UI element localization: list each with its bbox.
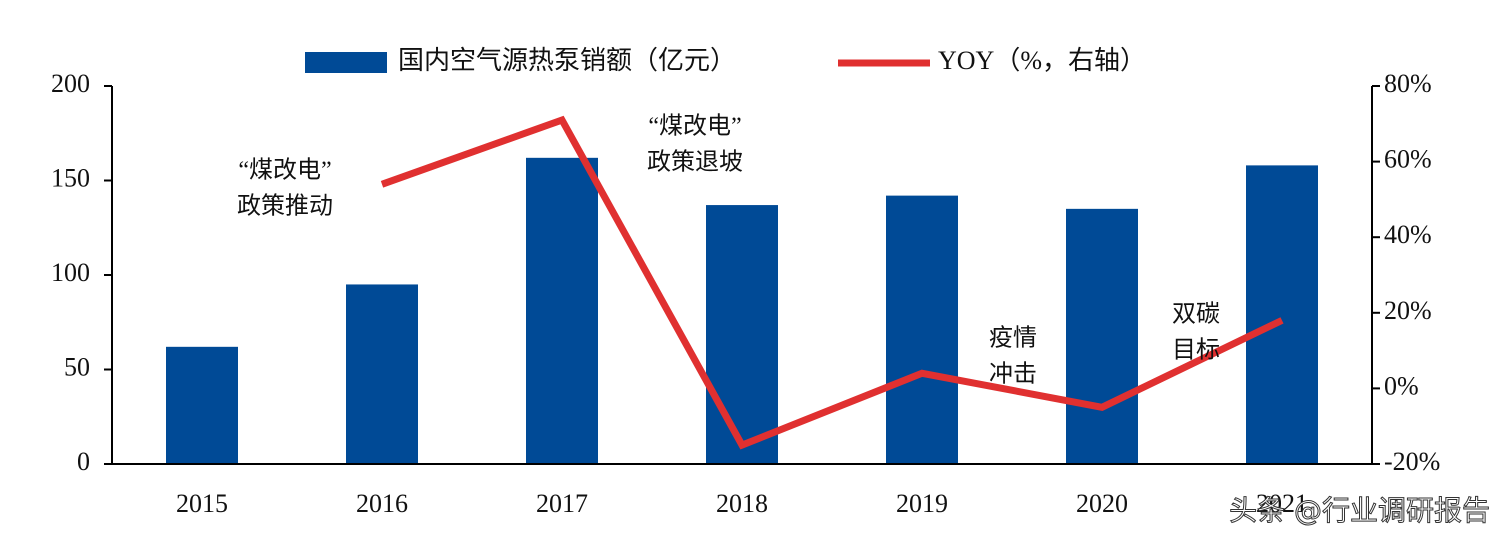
legend-swatch	[305, 52, 387, 73]
x-tick-label: 2019	[896, 489, 948, 518]
y-tick-label: 0	[77, 447, 90, 476]
y-tick-label: 200	[51, 69, 90, 98]
y2-tick-label: 80%	[1384, 69, 1432, 98]
y2-tick-label: -20%	[1384, 447, 1440, 476]
y2-tick-label: 0%	[1384, 371, 1419, 400]
x-tick-label: 2015	[176, 489, 228, 518]
y-tick-label: 150	[51, 163, 90, 192]
annotation: 冲击	[989, 361, 1037, 388]
bar	[706, 205, 778, 464]
yoy-line	[380, 115, 1284, 450]
y2-tick-label: 60%	[1384, 145, 1432, 174]
x-tick-label: 2020	[1076, 489, 1128, 518]
bar	[346, 284, 418, 464]
legend-label: 国内空气源热泵销额（亿元）	[398, 46, 736, 75]
y-tick-label: 50	[64, 352, 90, 381]
y2-tick-label: 40%	[1384, 220, 1432, 249]
annotation: 双碳	[1172, 301, 1220, 328]
watermark: 头条 @行业调研报告	[1229, 494, 1490, 527]
x-tick-label: 2016	[356, 489, 408, 518]
bar	[526, 157, 598, 464]
annotation: 政策推动	[237, 193, 333, 220]
annotation: 政策退坡	[647, 149, 743, 176]
y-tick-label: 100	[51, 258, 90, 287]
x-tick-label: 2018	[716, 489, 768, 518]
annotation: “煤改电”	[648, 113, 741, 140]
y2-tick-label: 20%	[1384, 296, 1432, 325]
x-tick-label: 2021	[1256, 489, 1308, 518]
legend-label: YOY（%，右轴）	[938, 46, 1146, 75]
bar	[886, 195, 958, 464]
bar	[166, 346, 238, 464]
annotation: “煤改电”	[238, 157, 331, 184]
annotation: 目标	[1172, 337, 1220, 364]
x-tick-label: 2017	[536, 489, 588, 518]
bar	[1066, 208, 1138, 464]
bar	[1246, 165, 1318, 464]
annotation: 疫情	[989, 325, 1037, 352]
